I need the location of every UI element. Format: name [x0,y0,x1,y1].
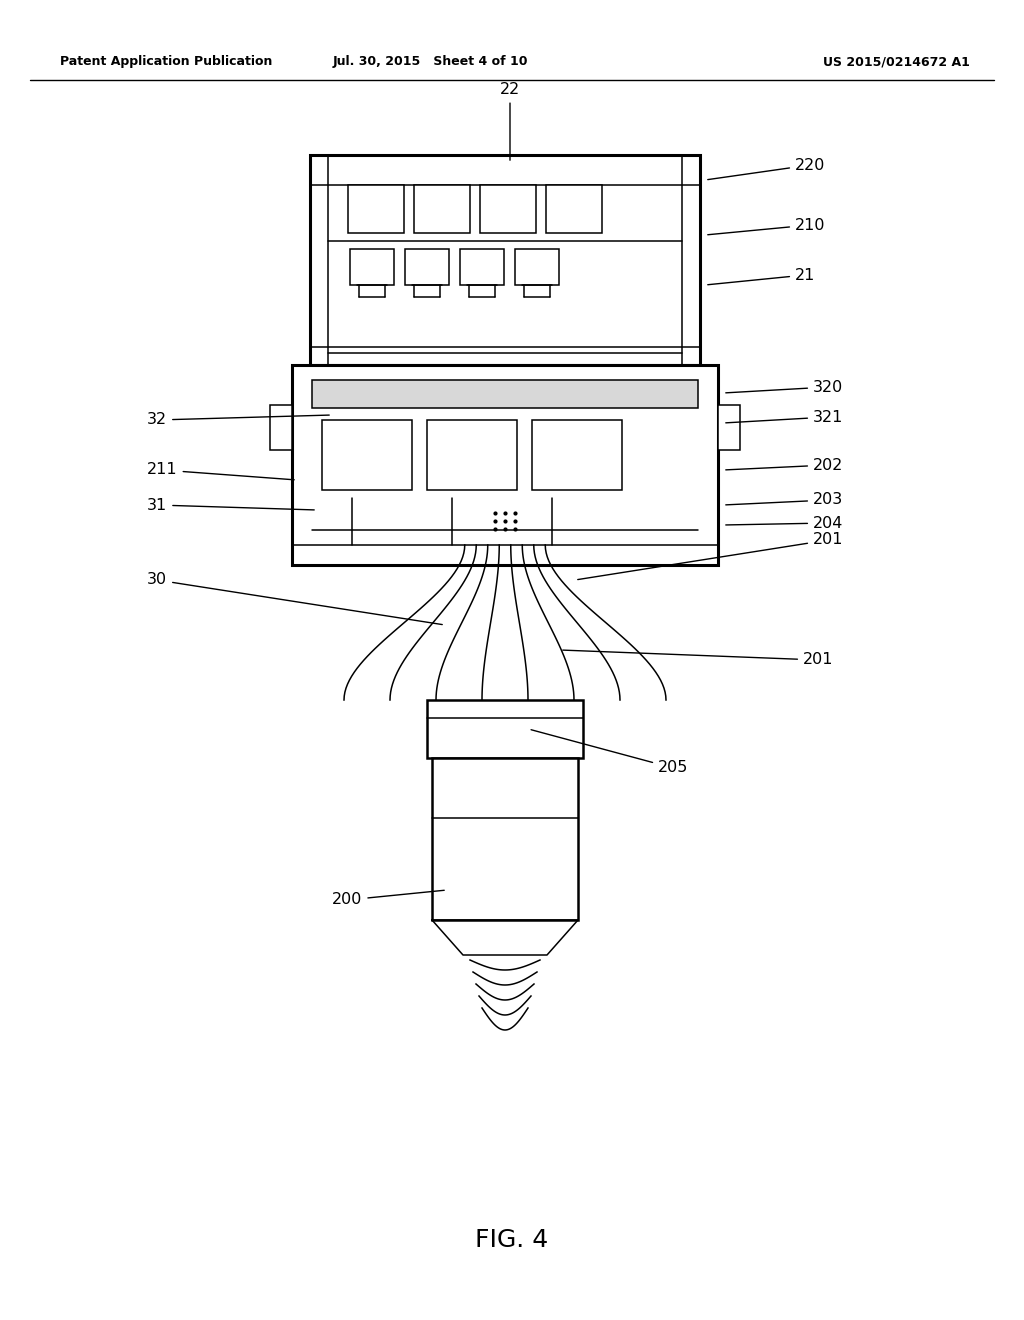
Bar [427,700,583,758]
Text: 201: 201 [563,651,834,668]
Bar [292,366,718,565]
Text: 200: 200 [332,890,444,908]
Bar [718,405,740,450]
Bar [546,185,602,234]
Bar [350,249,394,285]
Bar [312,380,698,408]
Bar [414,185,470,234]
Bar [322,420,412,490]
Text: 321: 321 [726,409,844,425]
Text: 210: 210 [708,218,825,235]
Text: 204: 204 [726,516,844,531]
Text: 202: 202 [726,458,844,473]
Text: 203: 203 [726,492,843,507]
Bar [480,185,536,234]
Text: Patent Application Publication: Patent Application Publication [60,55,272,69]
Bar [515,249,559,285]
Text: 220: 220 [708,157,825,180]
Text: US 2015/0214672 A1: US 2015/0214672 A1 [823,55,970,69]
Bar [460,249,504,285]
Polygon shape [432,920,578,954]
Bar [532,420,622,490]
Text: 22: 22 [500,82,520,160]
Text: 205: 205 [531,730,688,776]
Text: 32: 32 [147,412,330,428]
Bar [406,249,449,285]
Text: 30: 30 [147,573,442,624]
Text: 21: 21 [708,268,815,285]
Bar [348,185,404,234]
Text: 211: 211 [147,462,294,479]
Text: FIG. 4: FIG. 4 [475,1228,549,1251]
Text: Jul. 30, 2015   Sheet 4 of 10: Jul. 30, 2015 Sheet 4 of 10 [332,55,527,69]
Bar [432,758,578,920]
Bar [310,154,700,366]
Text: 201: 201 [578,532,844,579]
Text: 320: 320 [726,380,843,395]
Text: 31: 31 [147,498,314,512]
Bar [427,420,517,490]
Bar [270,405,292,450]
